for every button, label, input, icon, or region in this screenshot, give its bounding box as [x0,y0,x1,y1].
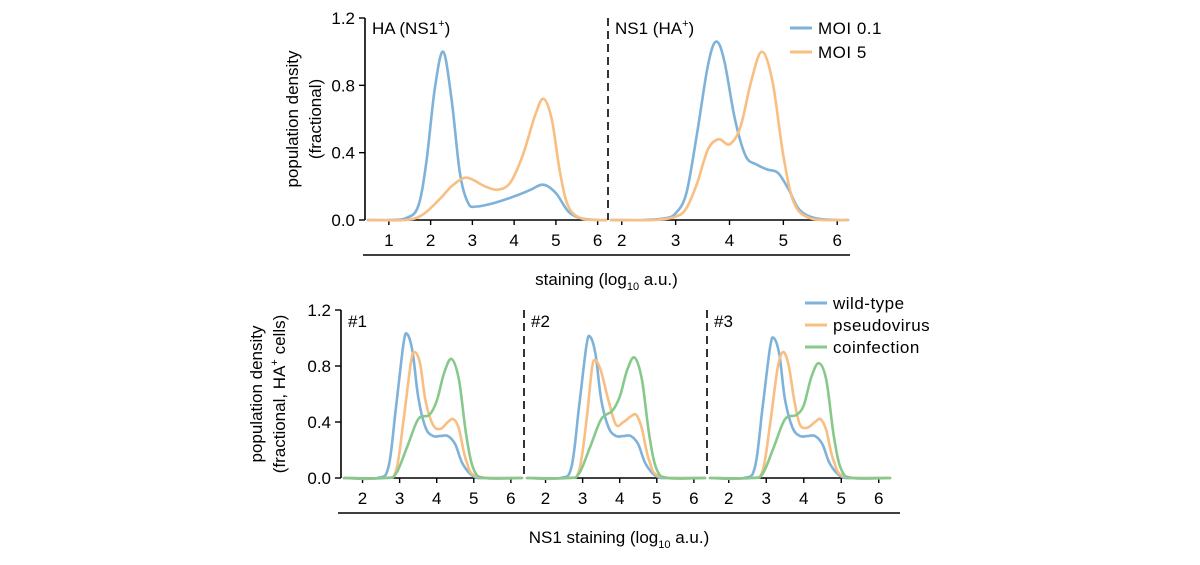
series-line-coinfection [525,356,707,480]
legend: wild-type pseudovirus coinfection [805,294,930,357]
legend-label: MOI 0.1 [818,19,882,38]
y-tick-label: 1.2 [307,301,331,320]
y-axis-title-text: (fractional) [306,79,325,159]
y-axis-title-text: population density [247,325,266,463]
y-axis-title-line2: (fractional) [306,79,325,159]
panel-label: #3 [714,312,733,331]
x-tick-label: 4 [432,489,441,508]
series-line-pseudovirus [342,350,524,480]
x-axis-title-text: staining (log [535,270,627,289]
series-line-moi-5 [609,50,850,222]
panel-label-text: NS1 (HA [615,19,683,38]
panel-label-text: HA (NS1 [372,19,438,38]
panel-2: 2 3 4 5 6 #2 [525,312,707,508]
y-axis-title-text: population density [283,50,302,188]
y-tick-label: 0.8 [307,357,331,376]
legend-label: coinfection [833,338,920,357]
x-tick-label: 5 [779,231,788,250]
series-line-pseudovirus [525,358,707,480]
y-tick-label: 0.0 [307,469,331,488]
x-tick-label: 5 [469,489,478,508]
x-tick-label: 6 [832,231,841,250]
x-tick-label: 4 [615,489,624,508]
x-axis-title-text: a.u.) [670,528,709,547]
x-tick-label: 3 [762,489,771,508]
x-tick-label: 3 [578,489,587,508]
y-axis-title-superscript: + [269,359,281,365]
legend-label: MOI 5 [818,43,867,62]
x-tick-label: 6 [506,489,515,508]
panel-label-text: #3 [714,312,733,331]
x-tick-label: 4 [509,231,518,250]
legend: MOI 0.1 MOI 5 [790,19,882,62]
legend-label: wild-type [832,294,905,313]
panel-label-text: #1 [348,312,367,331]
x-tick-label: 1 [384,231,393,250]
x-axis-title-text: a.u.) [639,270,678,289]
y-axis-title-line1: population density [283,50,302,188]
panel-label-superscript: + [438,18,444,30]
x-tick-label: 4 [725,231,734,250]
x-tick-label: 5 [551,231,560,250]
x-tick-label: 5 [837,489,846,508]
panel-label-text: ) [689,19,695,38]
panel-label: NS1 (HA+) [615,18,694,38]
panel-label-text: ) [445,19,451,38]
y-tick-label: 0.4 [331,144,355,163]
x-tick-label: 3 [395,489,404,508]
series-line-moi-0-1 [366,50,608,222]
x-axis-title: staining (log10 a.u.) [535,270,678,293]
panel-label: #2 [531,312,550,331]
panel-label: HA (NS1+) [372,18,450,38]
series-line-wild-type [708,336,892,481]
y-tick-label: 1.2 [331,9,355,28]
x-tick-label: 2 [724,489,733,508]
x-axis-title-text: NS1 staining (log [529,528,658,547]
x-tick-label: 4 [799,489,808,508]
x-axis-title-subscript: 10 [627,281,639,293]
y-tick-label: 0.0 [331,211,355,230]
series-line-coinfection [708,361,892,480]
x-axis-title: NS1 staining (log10 a.u.) [529,528,709,551]
chart-2: 0.0 0.4 0.8 1.2 population density (fractiona… [247,294,930,551]
x-tick-label: 3 [468,231,477,250]
x-tick-label: 6 [593,231,602,250]
x-tick-label: 6 [874,489,883,508]
series-line-pseudovirus [708,350,892,480]
y-axis-title-text: (fractional, HA [270,365,289,473]
series-line-moi-5 [366,97,608,222]
panel-2: 2 3 4 5 6 NS1 (HA+) [609,18,850,250]
x-tick-label: 2 [541,489,550,508]
panel-label-superscript: + [682,18,688,30]
series-line-wild-type [525,334,707,481]
x-tick-label: 2 [358,489,367,508]
x-tick-label: 3 [671,231,680,250]
x-tick-label: 2 [617,231,626,250]
panel-label-text: #2 [531,312,550,331]
y-tick-label: 0.4 [307,413,331,432]
panel-label: #1 [348,312,367,331]
y-tick-label: 0.8 [331,76,355,95]
y-axis-title-line1: population density [247,325,266,463]
x-tick-label: 5 [652,489,661,508]
chart-1: 0.0 0.4 0.8 1.2 population density (fractiona… [283,9,882,293]
y-axis-title-text: cells) [270,315,289,359]
series-line-wild-type [342,332,524,481]
x-tick-label: 2 [426,231,435,250]
series-line-moi-0-1 [609,40,850,222]
panel-1: 1 2 3 4 5 6 HA (NS1+) [366,18,608,250]
x-tick-label: 6 [689,489,698,508]
series-line-coinfection [342,357,524,480]
panel-3: 2 3 4 5 6 #3 [708,312,892,508]
y-axis-title-line2: (fractional, HA+ cells) [269,315,289,474]
legend-label: pseudovirus [833,316,930,335]
x-axis-title-subscript: 10 [658,539,670,551]
panel-1: 2 3 4 5 6 #1 [342,312,524,508]
